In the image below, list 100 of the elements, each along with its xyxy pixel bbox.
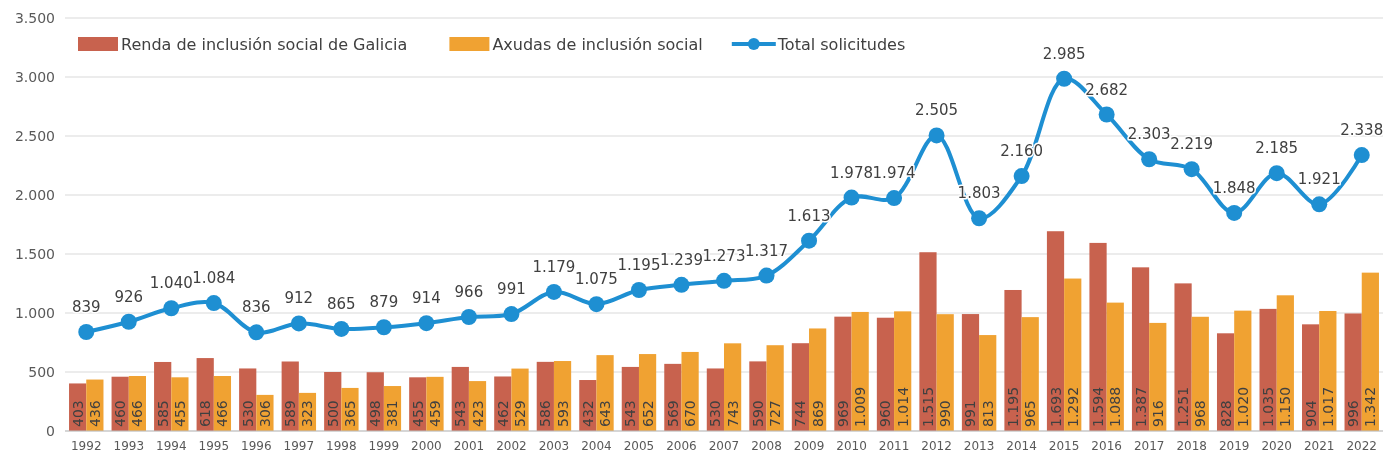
bar [834, 316, 852, 431]
data-label: 1.342 [1362, 386, 1379, 427]
data-label: 543 [622, 400, 639, 427]
data-label: 643 [597, 400, 614, 427]
data-label: 912 [284, 289, 314, 308]
x-tick-label: 1996 [241, 439, 272, 453]
point [843, 189, 860, 206]
point [375, 319, 392, 336]
point [545, 283, 562, 300]
point [673, 276, 690, 293]
data-label: 1.292 [1064, 386, 1081, 427]
data-label: 670 [682, 400, 699, 427]
data-label: 744 [792, 400, 809, 427]
point [716, 272, 732, 289]
x-tick-label: 2007 [708, 439, 740, 453]
data-label: 1.693 [1047, 386, 1064, 427]
bar [1046, 231, 1065, 431]
x-tick-label: 1994 [156, 439, 187, 453]
data-label: 381 [384, 400, 401, 427]
point [886, 190, 903, 207]
x-tick-label: 2017 [1133, 439, 1165, 453]
data-label: 2.219 [1170, 135, 1214, 154]
data-label: 1.515 [919, 386, 936, 427]
bar [1259, 308, 1277, 431]
data-label: 968 [1192, 400, 1209, 427]
x-tick-label: 2003 [538, 439, 570, 453]
x-tick-label: 2012 [921, 439, 952, 453]
data-label: 836 [242, 298, 271, 317]
x-tick-label: 2008 [751, 439, 782, 453]
data-label: 991 [962, 400, 979, 427]
bar [1021, 317, 1039, 431]
bar [961, 314, 980, 431]
data-label: 965 [1022, 400, 1039, 427]
data-label: 365 [341, 400, 358, 427]
x-tick-label: 2005 [623, 439, 655, 453]
data-label: 2.505 [915, 101, 959, 120]
data-label: 1.317 [745, 241, 788, 260]
point [290, 315, 307, 332]
data-label: 436 [86, 400, 103, 427]
x-tick-label: 2006 [666, 439, 697, 453]
data-label: 879 [369, 293, 399, 312]
data-label: 1.195 [1005, 386, 1021, 427]
x-tick-label: 1995 [198, 439, 230, 453]
point [588, 296, 605, 313]
data-label: 828 [1217, 400, 1234, 427]
data-label: 1.040 [149, 274, 193, 293]
data-label: 455 [171, 400, 188, 427]
data-label: 590 [749, 400, 766, 427]
data-label: 1.179 [532, 257, 576, 276]
point [801, 232, 818, 249]
bar [1174, 283, 1192, 431]
data-label: 1.848 [1212, 178, 1256, 197]
data-label: 1.195 [617, 255, 661, 274]
point [1013, 168, 1030, 185]
point [758, 267, 775, 284]
data-label: 869 [809, 400, 826, 427]
bar [596, 355, 614, 431]
data-label: 960 [877, 400, 894, 427]
y-tick-label: 1.500 [14, 246, 55, 262]
data-label: 914 [412, 289, 441, 308]
point [1268, 165, 1285, 182]
x-tick-label: 2019 [1218, 439, 1250, 453]
x-tick-label: 2013 [963, 439, 995, 453]
x-tick-label: 2022 [1346, 439, 1378, 453]
point [928, 127, 945, 144]
data-label: 966 [454, 283, 484, 302]
data-label: 926 [114, 287, 144, 306]
data-label: 1.020 [1234, 386, 1251, 427]
data-label: 1.273 [702, 246, 746, 265]
data-label: 1.150 [1277, 386, 1294, 427]
bar [1276, 295, 1294, 431]
x-tick-label: 2018 [1176, 439, 1207, 453]
data-label: 1.921 [1297, 170, 1341, 189]
data-label: 652 [639, 400, 656, 427]
data-label: 500 [324, 400, 341, 427]
data-label: 991 [497, 280, 526, 299]
point [248, 324, 265, 341]
data-label: 569 [664, 400, 681, 427]
legend-label: Axudas de inclusión social [492, 35, 703, 54]
data-label: 530 [239, 400, 256, 427]
x-tick-label: 2000 [411, 439, 442, 453]
bar [749, 361, 767, 431]
data-label: 904 [1302, 400, 1319, 427]
point [78, 324, 95, 340]
data-label: 306 [256, 400, 273, 427]
data-label: 2.682 [1085, 80, 1129, 99]
data-label: 618 [197, 400, 214, 427]
legend-label: Renda de inclusión social de Galicia [121, 35, 408, 54]
point [1098, 106, 1115, 123]
point [971, 210, 988, 227]
data-label: 916 [1149, 400, 1166, 427]
data-label: 865 [327, 294, 356, 313]
data-label: 529 [512, 400, 529, 427]
data-label: 403 [69, 400, 86, 427]
bar [919, 252, 937, 431]
point [163, 300, 180, 317]
data-label: 2.303 [1127, 125, 1171, 144]
data-label: 432 [579, 400, 596, 427]
y-tick-label: 0 [46, 423, 55, 439]
point [1353, 147, 1370, 164]
